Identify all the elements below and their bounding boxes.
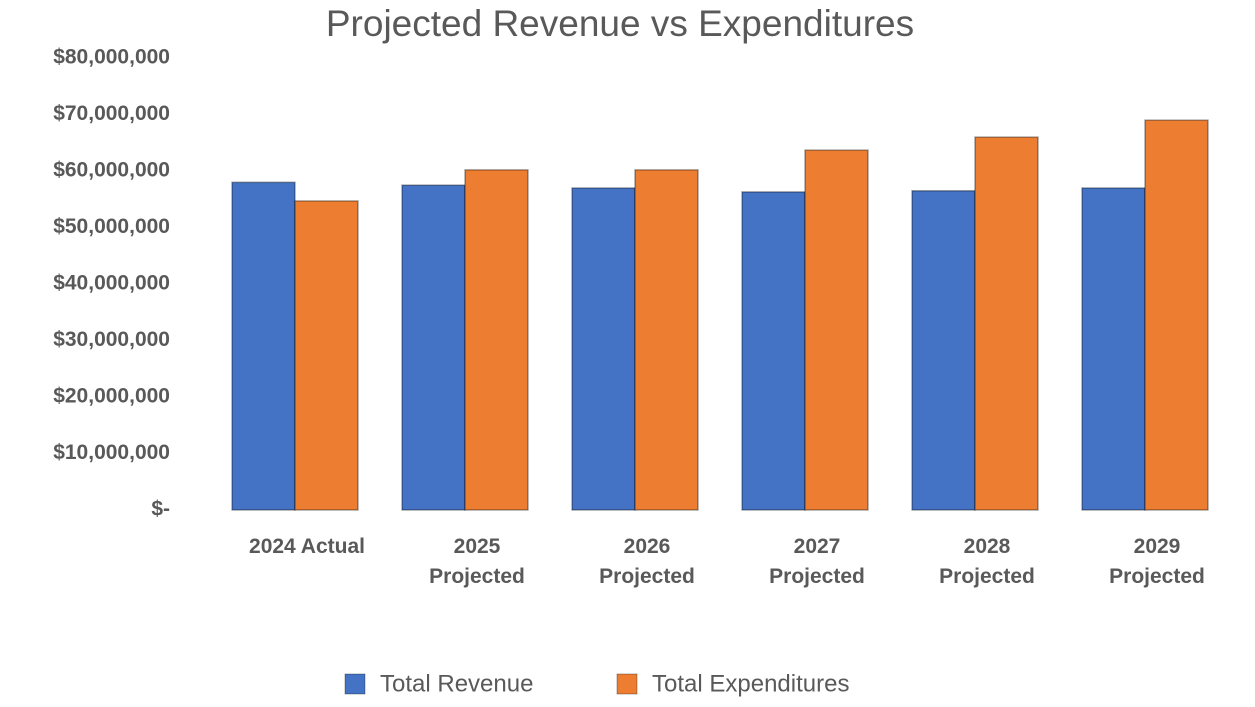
- x-tick-label: 2026 Projected: [599, 535, 695, 588]
- bar: [1081, 187, 1146, 511]
- bar: [634, 169, 699, 511]
- y-tick-label: $-: [151, 498, 170, 521]
- x-tick-label: 2027 Projected: [769, 535, 865, 588]
- chart-title: Projected Revenue vs Expenditures: [326, 3, 914, 44]
- bar: [571, 187, 636, 511]
- x-tick-label: 2029 Projected: [1109, 535, 1205, 588]
- y-tick-label: $40,000,000: [53, 272, 170, 295]
- x-tick-label: 2028 Projected: [939, 535, 1035, 588]
- y-tick-label: $70,000,000: [53, 102, 170, 125]
- bar: [464, 169, 529, 511]
- bar: [1144, 119, 1209, 511]
- bar: [974, 136, 1039, 511]
- bar: [231, 181, 296, 511]
- x-tick-label: 2025 Projected: [429, 535, 525, 588]
- y-tick-label: $30,000,000: [53, 328, 170, 351]
- bar: [804, 149, 869, 511]
- bar: [401, 184, 466, 511]
- y-tick-label: $80,000,000: [53, 46, 170, 69]
- bar: [911, 190, 976, 511]
- legend-label: Total Expenditures: [652, 670, 849, 697]
- y-tick-label: $60,000,000: [53, 159, 170, 182]
- y-tick-label: $50,000,000: [53, 215, 170, 238]
- legend-label: Total Revenue: [380, 670, 533, 697]
- legend-swatch: [616, 673, 638, 695]
- y-tick-label: $20,000,000: [53, 385, 170, 408]
- bar: [741, 191, 806, 511]
- legend-swatch: [344, 673, 366, 695]
- y-tick-label: $10,000,000: [53, 441, 170, 464]
- bar: [294, 200, 359, 511]
- x-tick-label: 2024 Actual: [249, 535, 365, 558]
